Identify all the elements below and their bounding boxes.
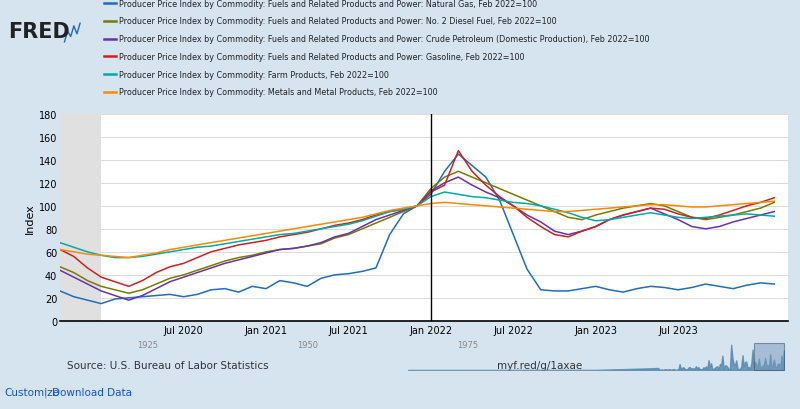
- Text: |: |: [44, 387, 48, 397]
- Text: 1925: 1925: [137, 340, 158, 349]
- Text: Producer Price Index by Commodity: Farm Products, Feb 2022=100: Producer Price Index by Commodity: Farm …: [119, 70, 389, 79]
- Text: Download Data: Download Data: [52, 387, 132, 397]
- Y-axis label: Index: Index: [25, 202, 34, 233]
- Bar: [60, 115, 102, 321]
- Text: Producer Price Index by Commodity: Metals and Metal Products, Feb 2022=100: Producer Price Index by Commodity: Metal…: [119, 88, 438, 97]
- Text: myf.red/g/1axae: myf.red/g/1axae: [497, 360, 582, 370]
- Text: 1975: 1975: [457, 340, 478, 349]
- Text: Customize: Customize: [4, 387, 59, 397]
- Text: Producer Price Index by Commodity: Fuels and Related Products and Power: Gasolin: Producer Price Index by Commodity: Fuels…: [119, 53, 525, 62]
- Text: FRED: FRED: [8, 22, 70, 42]
- FancyBboxPatch shape: [754, 344, 784, 370]
- Text: Producer Price Index by Commodity: Fuels and Related Products and Power: No. 2 D: Producer Price Index by Commodity: Fuels…: [119, 17, 557, 26]
- Text: 1950: 1950: [297, 340, 318, 349]
- Text: Producer Price Index by Commodity: Fuels and Related Products and Power: Natural: Producer Price Index by Commodity: Fuels…: [119, 0, 538, 9]
- Text: Producer Price Index by Commodity: Fuels and Related Products and Power: Crude P: Producer Price Index by Commodity: Fuels…: [119, 35, 650, 44]
- Text: Source: U.S. Bureau of Labor Statistics: Source: U.S. Bureau of Labor Statistics: [67, 360, 269, 370]
